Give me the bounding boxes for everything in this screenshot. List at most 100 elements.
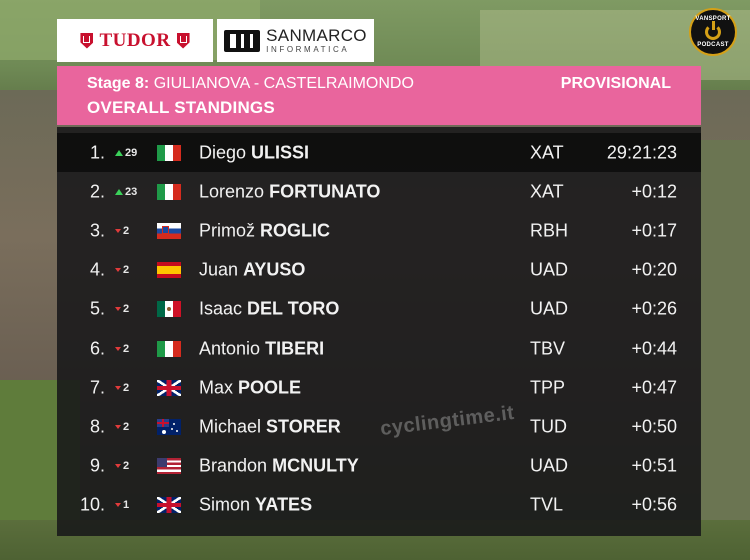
rank-position: 10. — [79, 494, 105, 515]
spain-flag — [157, 262, 181, 279]
tudor-logo: TUDOR — [57, 19, 213, 62]
rank-position: 5. — [89, 298, 105, 319]
power-icon — [705, 21, 721, 40]
rank-position: 8. — [89, 416, 105, 437]
team-code: TBV — [530, 338, 566, 358]
rider-name: Antonio TIBERI — [199, 338, 324, 359]
standings-row: 8. 2 Michael STORER TUD +0:50 — [57, 407, 701, 446]
rider-first-name: Lorenzo — [199, 181, 265, 202]
podcast-badge: VANSPORT PODCAST — [689, 8, 737, 56]
rider-name: Isaac DEL TORO — [199, 299, 339, 320]
rank-position: 1. — [89, 142, 105, 162]
tudor-wordmark: TUDOR — [99, 29, 171, 51]
arrow-down-icon — [115, 346, 121, 351]
standings-row: 9. 2 Brandon MCNULTY UAD +0:51 — [57, 447, 701, 486]
rider-first-name: Isaac — [199, 298, 243, 319]
italy-flag — [157, 183, 181, 200]
standings-row: 3. 2 Primož ROGLIC RBH +0:17 — [57, 211, 701, 250]
rider-first-name: Juan — [199, 259, 239, 280]
rank-change-value: 2 — [123, 381, 130, 394]
rider-name: Diego ULISSI — [199, 142, 309, 163]
sanmarco-mark-icon — [224, 29, 261, 52]
time-gap: +0:12 — [631, 181, 677, 202]
rider-last-name: ULISSI — [251, 142, 310, 162]
time-gap: +0:20 — [631, 259, 677, 280]
standings-table: 1. 29 Diego ULISSI XAT 29:21:23 2. 23 Lorenzo F… — [57, 127, 701, 536]
time-gap: +0:50 — [631, 416, 677, 437]
rank-position: 2. — [89, 181, 105, 202]
rank-change: 2 — [115, 421, 151, 433]
rank-change: 1 — [115, 499, 151, 511]
standings-row: 2. 23 Lorenzo FORTUNATO XAT +0:12 — [57, 172, 701, 211]
rank-position: 4. — [89, 259, 105, 280]
rank-change-value: 2 — [123, 460, 130, 473]
team-code: UAD — [530, 259, 569, 280]
rider-last-name: DEL TORO — [247, 298, 340, 319]
rider-first-name: Max — [199, 377, 234, 398]
rank-position: 6. — [89, 338, 105, 358]
italy-flag — [157, 340, 181, 357]
rank-change: 23 — [115, 186, 151, 198]
tudor-shield-icon — [176, 32, 190, 49]
standings-row: 6. 2 Antonio TIBERI TBV +0:44 — [57, 329, 701, 368]
time-gap: 29:21:23 — [606, 142, 677, 162]
rank-change-value: 2 — [123, 420, 130, 433]
rider-first-name: Simon — [199, 494, 251, 515]
status-label: PROVISIONAL — [560, 75, 671, 92]
rider-last-name: AYUSO — [243, 259, 306, 280]
italy-flag — [157, 144, 181, 161]
rider-first-name: Brandon — [199, 455, 268, 476]
arrow-down-icon — [115, 424, 121, 429]
team-code: TVL — [530, 494, 564, 515]
rank-change-value: 23 — [125, 185, 138, 198]
background-vegetation — [700, 140, 750, 560]
slovenia-flag — [157, 222, 181, 239]
tudor-shield-icon — [80, 32, 94, 49]
rider-name: Juan AYUSO — [199, 260, 305, 281]
australia-flag — [157, 418, 181, 435]
rider-first-name: Diego — [199, 142, 247, 162]
rider-name: Michael STORER — [199, 416, 341, 437]
standings-row: 10. 1 Simon YATES TVL +0:56 — [57, 486, 701, 525]
team-code: TUD — [530, 416, 567, 437]
stage-route: GIULIANOVA - CASTELRAIMONDO — [153, 75, 414, 92]
uk-flag — [157, 497, 181, 514]
time-gap: +0:26 — [631, 298, 677, 319]
time-gap: +0:51 — [631, 455, 677, 476]
arrow-down-icon — [115, 385, 121, 390]
arrow-down-icon — [115, 464, 121, 469]
rider-first-name: Primož — [199, 220, 256, 241]
rider-last-name: STORER — [266, 416, 341, 437]
time-gap: +0:17 — [631, 220, 677, 241]
rank-change: 29 — [115, 147, 151, 159]
rank-change-value: 2 — [123, 224, 130, 237]
rank-change: 2 — [115, 303, 151, 315]
stage-line: Stage 8: GIULIANOVA - CASTELRAIMONDO — [87, 75, 414, 93]
standings-row: 5. 2 Isaac DEL TORO UAD +0:26 — [57, 290, 701, 329]
sponsor-bar: TUDOR SANMARCO INFORMATICA — [57, 19, 374, 62]
rider-name: Lorenzo FORTUNATO — [199, 181, 380, 202]
rider-last-name: POOLE — [238, 377, 302, 398]
rider-first-name: Michael — [199, 416, 262, 437]
usa-flag — [157, 458, 181, 475]
arrow-down-icon — [115, 307, 121, 312]
rank-change-value: 2 — [123, 264, 130, 277]
uk-flag — [157, 379, 181, 396]
time-gap: +0:44 — [631, 338, 677, 358]
rank-change-value: 1 — [123, 499, 130, 512]
standings-title: OVERALL STANDINGS — [87, 98, 275, 117]
standings-row: 7. 2 Max POOLE TPP +0:47 — [57, 368, 701, 407]
arrow-down-icon — [115, 228, 121, 233]
standings-row: 1. 29 Diego ULISSI XAT 29:21:23 — [57, 133, 701, 172]
sanmarco-logo: SANMARCO INFORMATICA — [217, 19, 374, 62]
rider-last-name: FORTUNATO — [269, 181, 381, 202]
stage-number: Stage 8: — [87, 75, 150, 92]
rank-change-value: 2 — [123, 342, 130, 355]
rank-position: 7. — [89, 377, 105, 398]
team-code: TPP — [530, 377, 566, 398]
rank-change-value: 2 — [123, 303, 130, 316]
standings-header: Stage 8: GIULIANOVA - CASTELRAIMONDO OVE… — [57, 66, 701, 125]
badge-bottom-text: PODCAST — [697, 42, 729, 48]
standings-row: 4. 2 Juan AYUSO UAD +0:20 — [57, 251, 701, 290]
rider-name: Max POOLE — [199, 377, 301, 398]
